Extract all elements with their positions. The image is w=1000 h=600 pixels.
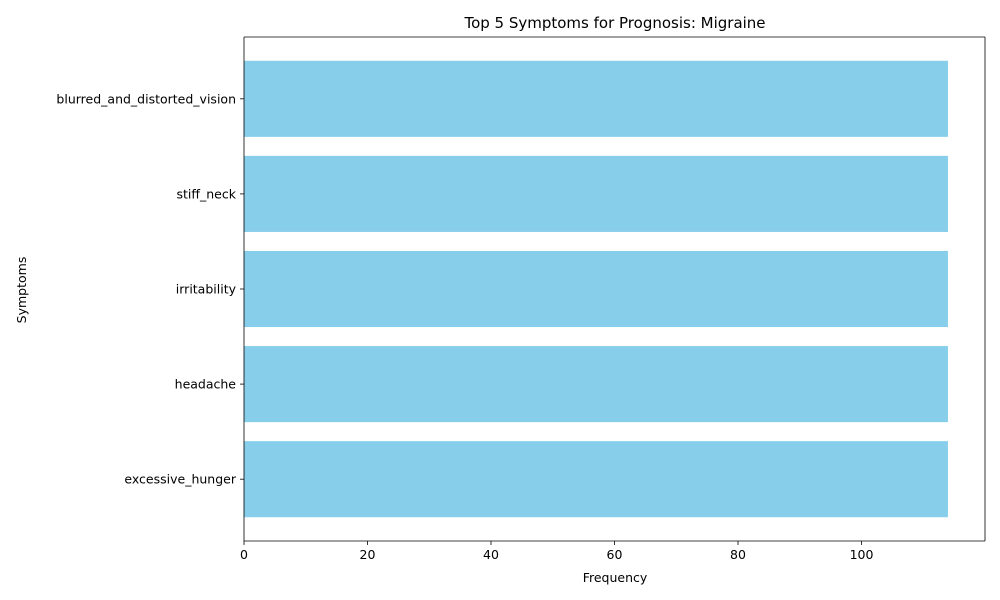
bar-irritability (244, 250, 948, 328)
chart-title: Top 5 Symptoms for Prognosis: Migraine (463, 14, 765, 32)
bar-excessive-hunger (244, 441, 948, 518)
x-tick-label: 100 (850, 547, 874, 562)
y-tick-label: blurred_and_distorted_vision (56, 91, 236, 106)
x-tick-label: 0 (240, 547, 248, 562)
bar-headache (244, 346, 948, 423)
x-tick-label: 20 (360, 547, 376, 562)
x-axis-label: Frequency (583, 570, 648, 585)
y-tick-label: stiff_neck (177, 186, 237, 201)
bar-stiff-neck (244, 155, 948, 232)
x-tick-label: 60 (607, 547, 623, 562)
bars-group (244, 60, 948, 518)
y-tick-label: irritability (176, 282, 237, 297)
y-axis-label: Symptoms (14, 257, 29, 324)
bar-blurred-and-distorted-vision (244, 60, 948, 137)
x-tick-label: 40 (483, 547, 499, 562)
x-ticks-group: 0 20 40 60 80 100 (240, 541, 873, 562)
y-ticks-group: excessive_hunger headache irritability stif… (56, 91, 244, 487)
y-tick-label: headache (175, 377, 237, 392)
x-tick-label: 80 (730, 547, 746, 562)
y-tick-label: excessive_hunger (124, 472, 236, 487)
